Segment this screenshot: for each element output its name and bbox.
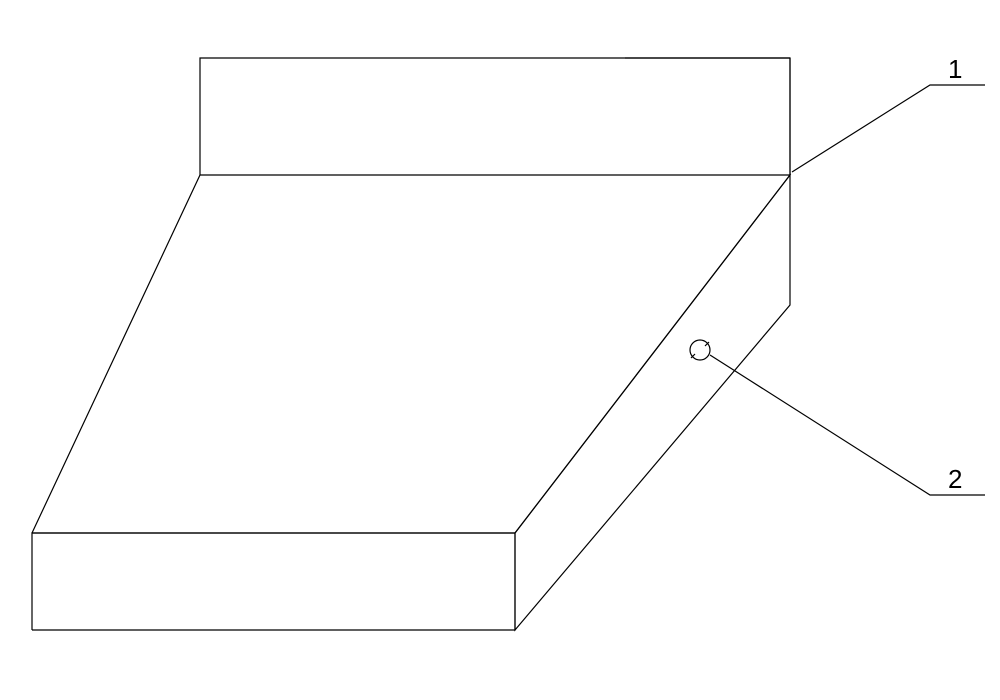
callout-1: 1 xyxy=(792,54,985,172)
callout-2-label: 2 xyxy=(948,464,962,494)
detail-marker xyxy=(690,340,710,360)
callout-1-label: 1 xyxy=(948,54,962,84)
callout-2: 2 xyxy=(710,355,985,495)
